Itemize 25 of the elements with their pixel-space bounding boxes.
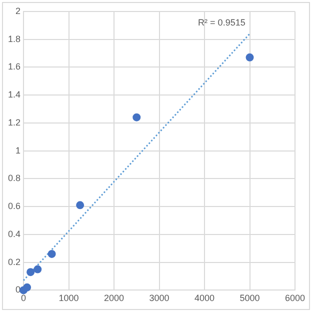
x-tick-label: 4000: [194, 293, 215, 304]
point: [132, 113, 141, 122]
x-tick-label: 2000: [104, 293, 124, 304]
x-tick-label: 6000: [284, 293, 306, 304]
y-tick-label: 1.8: [8, 34, 21, 44]
point: [246, 53, 254, 62]
y-tick-label: 0.8: [8, 173, 21, 184]
y-tick-label: 0.6: [8, 201, 21, 212]
y-tick-label: 0.4: [8, 228, 21, 239]
y-tick-label: 1: [15, 145, 21, 156]
point: [26, 268, 35, 276]
x-tick-label: 5000: [240, 293, 260, 304]
point: [34, 265, 42, 274]
x-tick-label: 3000: [149, 293, 170, 304]
x-tick-label: 1000: [58, 293, 79, 304]
point: [76, 201, 84, 210]
y-tick-label: 0: [15, 284, 21, 295]
y-tick-label: 1.2: [8, 117, 21, 128]
y-tick-label: 2: [15, 6, 21, 16]
annotation: R² = 0.9515: [198, 17, 246, 28]
point: [23, 283, 32, 292]
y-tick-label: 0.2: [8, 256, 21, 267]
point: [48, 250, 56, 258]
y-tick-label: 1.6: [8, 62, 21, 72]
y-tick-label: 1.4: [8, 90, 21, 100]
